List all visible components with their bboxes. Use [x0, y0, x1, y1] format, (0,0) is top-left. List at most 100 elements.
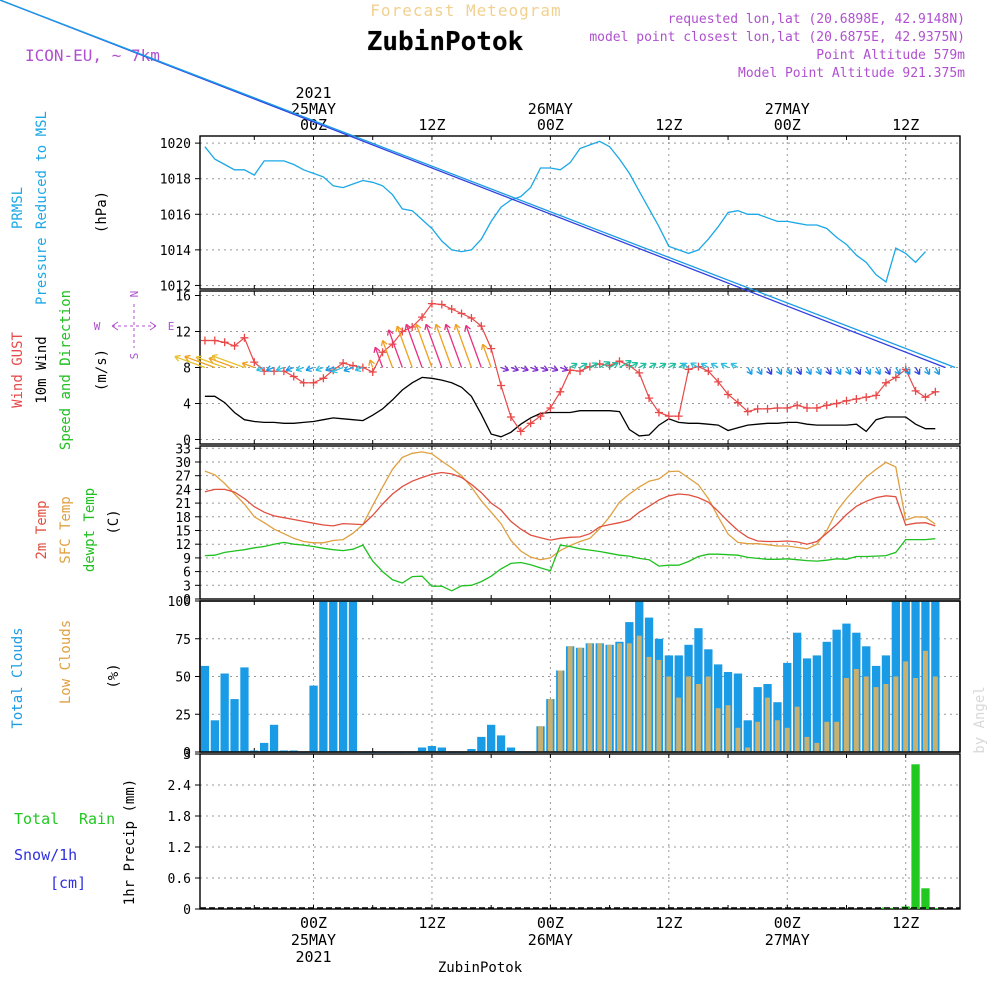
low-cloud-bar — [774, 720, 780, 752]
low-clouds-label: Low Clouds — [58, 620, 74, 704]
wind-gust-marker — [497, 381, 506, 390]
y-tick-label: 25 — [175, 708, 191, 723]
total-cloud-bar — [348, 601, 358, 752]
low-cloud-bar — [646, 656, 652, 752]
wind-arrow-head — [561, 365, 569, 372]
wind-arrow-head — [924, 368, 931, 375]
total-cloud-bar — [339, 601, 348, 752]
total-cloud-bar — [467, 749, 476, 752]
total-cloud-bar — [200, 665, 210, 752]
y-tick-label: 1020 — [160, 137, 191, 152]
y-tick-label: 1014 — [160, 244, 191, 259]
wind-arrow-head — [845, 368, 852, 375]
wind-gust-marker — [289, 372, 298, 381]
wind-direction-arrow — [435, 324, 453, 368]
wind-gust-label: Wind GUST — [10, 332, 26, 408]
time-axis-label: 12Z — [655, 914, 682, 932]
low-cloud-bar — [686, 676, 691, 752]
wind-direction-arrow — [355, 366, 364, 371]
wind-arrow-head — [285, 365, 293, 372]
wind-arrow-head — [404, 323, 412, 331]
panel-frame — [199, 445, 961, 600]
wind-direction-arrow — [305, 366, 314, 371]
wind-direction-arrow — [934, 367, 940, 375]
clouds-panel: 0 25 50 75 100 Total Clouds Low Clouds (%) — [10, 595, 961, 761]
wind-direction-arrow — [796, 367, 802, 375]
wind-gust-marker — [457, 309, 466, 318]
total-cloud-bar — [911, 601, 920, 752]
wind-direction-arrow — [865, 367, 871, 375]
wind-arrow-head — [730, 362, 737, 369]
wind-arrow-head — [710, 362, 718, 369]
wind-arrow-head — [434, 323, 441, 331]
low-cloud-bar — [676, 697, 682, 752]
pressure-label-msl: Pressure Reduced to MSL — [34, 111, 50, 305]
temperature-unit: (C) — [106, 509, 122, 534]
y-tick-label: 18 — [175, 511, 191, 526]
rain-bar — [931, 908, 940, 909]
wind-gust-marker — [536, 412, 545, 421]
wind-arrow-head — [414, 323, 422, 331]
time-axis-label: 00Z — [300, 914, 327, 932]
wind-direction-arrow — [540, 366, 549, 371]
wind-direction-arrow — [396, 325, 413, 368]
wind-panel: 0 4 8 12 16 Wind GUST 10m Wind Speed and Direct… — [0, 0, 961, 450]
time-axis-label: 26MAY — [528, 931, 573, 949]
wind-arrow-head — [331, 366, 338, 374]
wind-arrow-head — [690, 362, 697, 369]
total-cloud-bar — [743, 720, 752, 752]
wind-direction-arrow — [208, 357, 235, 369]
total-cloud-bar — [210, 720, 219, 752]
wind-gust-marker — [684, 365, 693, 374]
requested-coordinates: requested lon,lat (20.6898E, 42.9148N) — [668, 12, 965, 27]
wind-arrow-head — [612, 361, 619, 369]
wind-arrow-head — [453, 323, 461, 331]
wind-arrow-head — [256, 365, 263, 372]
wind-direction-arrow — [510, 366, 519, 371]
wind-direction-arrow — [343, 366, 354, 372]
low-cloud-bar — [607, 644, 612, 752]
wind-gust-marker — [210, 336, 219, 345]
wind-arrow-head — [766, 368, 773, 375]
y-tick-label: 0 — [183, 593, 191, 608]
wind-arrow-head — [571, 362, 578, 369]
compass-south: S — [128, 353, 141, 360]
wind-direction-label: Speed and Direction — [58, 290, 74, 450]
total-cloud-bar — [269, 724, 279, 752]
time-axis-label: 25MAY — [291, 931, 336, 949]
low-cloud-bar — [735, 727, 741, 752]
y-tick-label: 0.6 — [168, 872, 191, 887]
low-cloud-bar — [893, 676, 899, 752]
wind-arrow-head — [785, 368, 793, 375]
wind-direction-arrow — [710, 362, 719, 369]
total-rain-label-rain: Rain — [79, 810, 115, 828]
time-axis-label: 00Z — [774, 914, 801, 932]
panel-frame — [199, 753, 961, 910]
low-cloud-bar — [715, 708, 721, 752]
wind-gust-marker — [546, 404, 555, 412]
time-axis-label: 12Z — [892, 116, 919, 134]
wind-direction-arrow — [915, 367, 921, 375]
wind-arrow-head — [681, 362, 688, 369]
y-tick-label: 12 — [175, 326, 191, 341]
total-cloud-bar — [240, 667, 249, 752]
model-point-altitude: Model Point Altitude 921.375m — [738, 66, 965, 81]
wind-arrow-head — [542, 365, 549, 372]
time-axis-label: 12Z — [418, 914, 445, 932]
low-cloud-bar — [617, 643, 622, 752]
y-tick-label: 75 — [175, 633, 191, 648]
low-cloud-bar — [666, 676, 672, 752]
total-cloud-bar — [279, 750, 289, 752]
wind-direction-arrow — [0, 0, 956, 369]
wind-arrow-head — [746, 368, 753, 375]
wind-direction-arrow — [668, 362, 677, 369]
wind-direction-arrow — [701, 362, 709, 369]
low-cloud-bar — [567, 646, 573, 752]
wind-direction-arrow — [276, 366, 285, 371]
wind-direction-arrow — [415, 324, 433, 368]
wind-arrow-head — [815, 368, 822, 375]
y-tick-label: 4 — [183, 398, 191, 413]
